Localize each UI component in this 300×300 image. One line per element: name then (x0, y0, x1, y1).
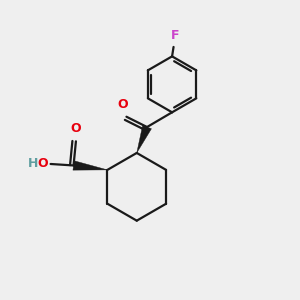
Text: F: F (171, 29, 179, 42)
Text: O: O (118, 98, 128, 111)
Text: H: H (28, 157, 38, 169)
Text: O: O (70, 122, 81, 135)
Polygon shape (73, 161, 107, 170)
Polygon shape (137, 125, 152, 153)
Text: O: O (38, 157, 48, 169)
